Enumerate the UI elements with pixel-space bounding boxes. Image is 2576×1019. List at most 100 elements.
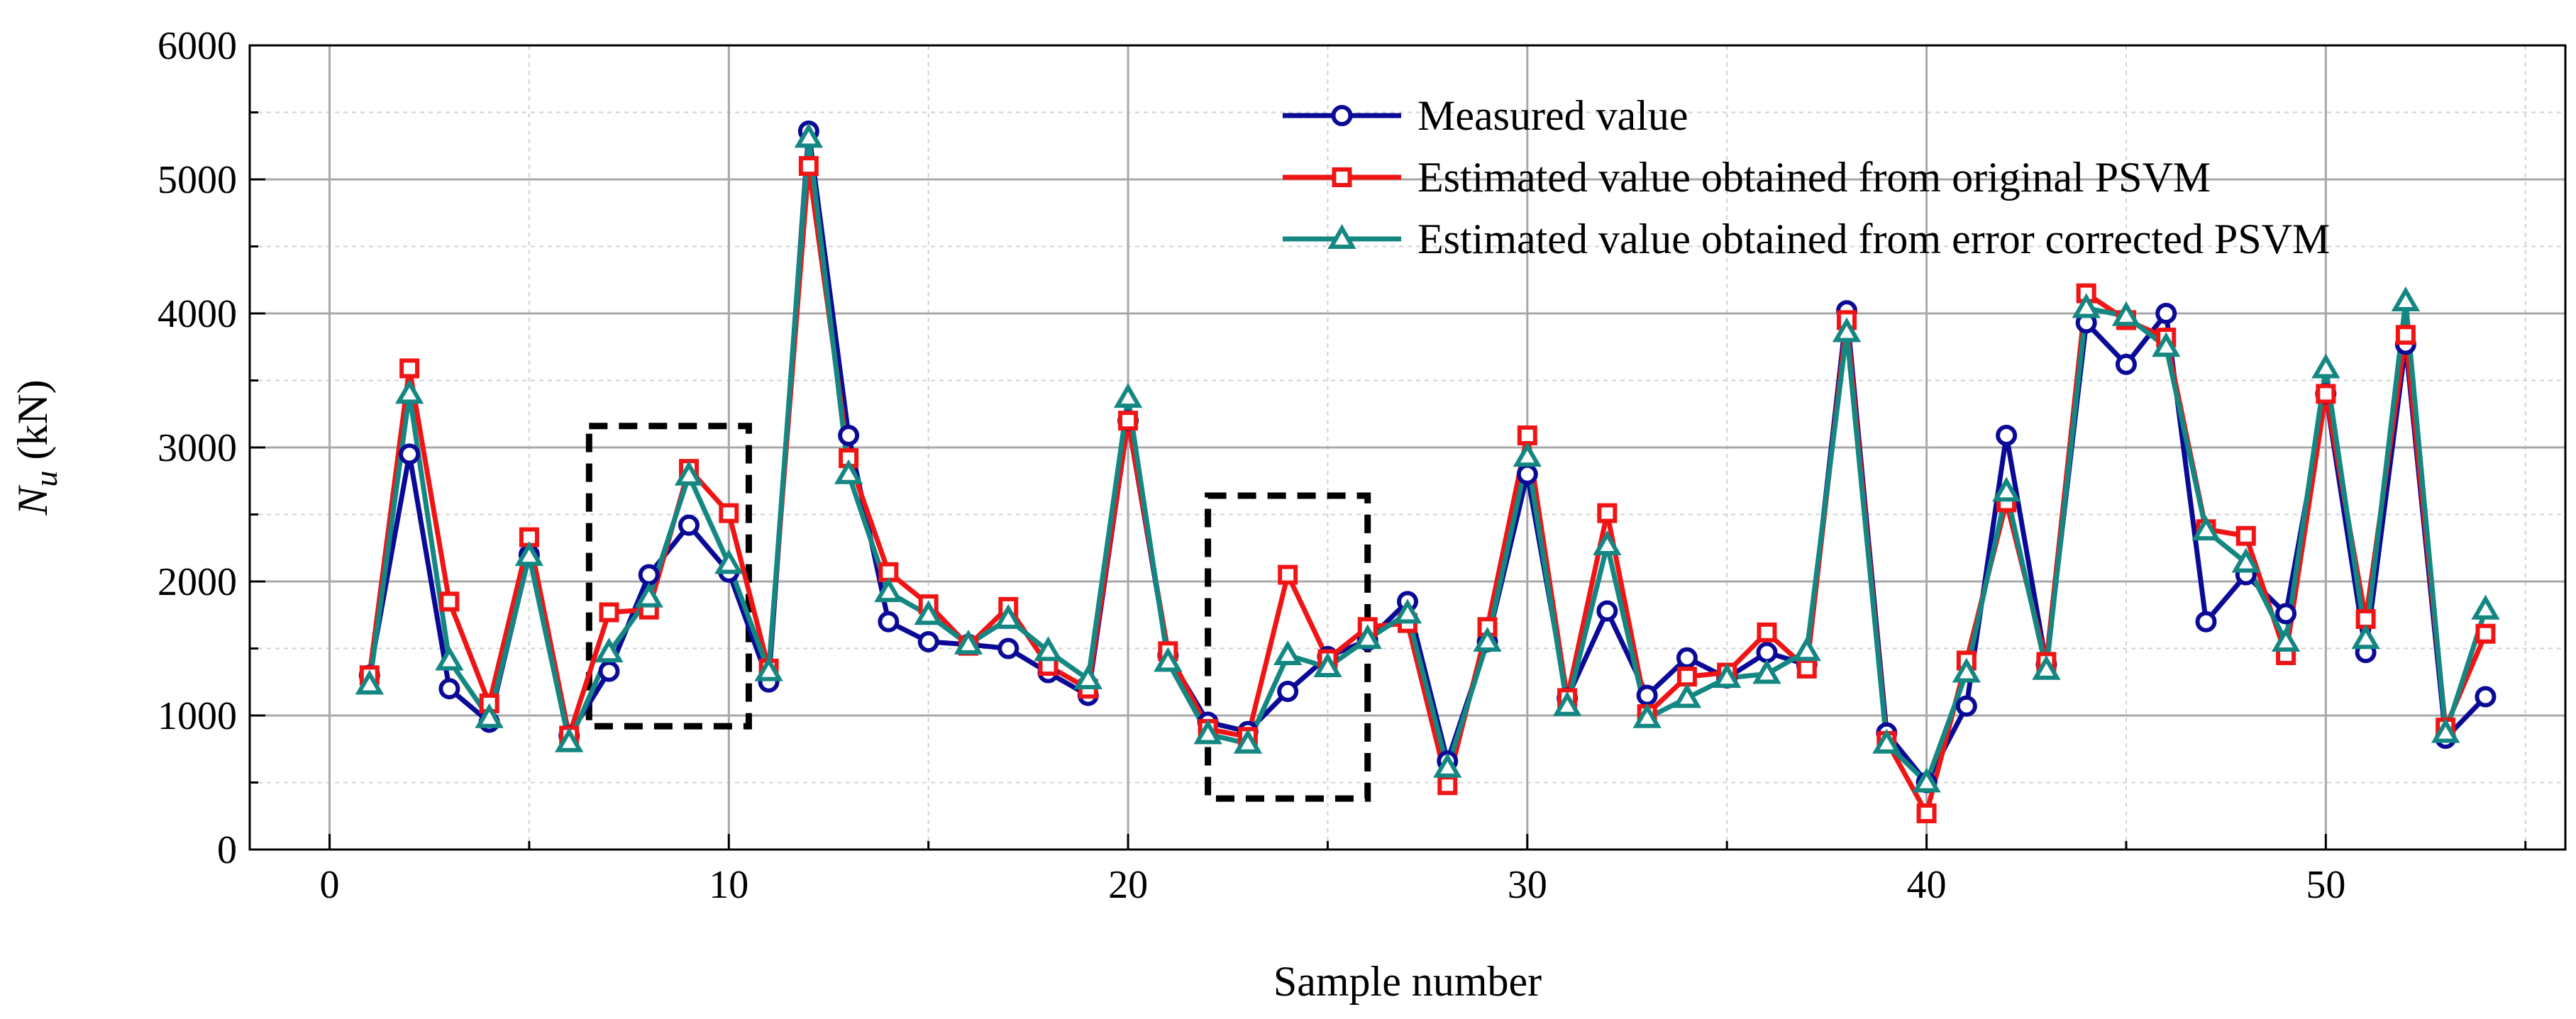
x-tick-label: 0 <box>320 863 340 907</box>
series-1-point <box>2475 686 2497 708</box>
series-3-point <box>2231 547 2260 573</box>
series-2-point <box>1597 503 1618 523</box>
legend-marker-1 <box>1331 105 1353 126</box>
series-3-point <box>1233 728 1263 754</box>
axis-ticks <box>250 44 2527 851</box>
series-3-point <box>874 577 903 603</box>
tick-labels: 0 10 20 30 40 50 0 1000 2000 3000 4000 5000 6000 <box>157 24 2345 907</box>
series-1-point <box>1596 600 1618 622</box>
series-3-point <box>514 541 544 567</box>
major-grid <box>250 45 2565 850</box>
x-tick-label: 20 <box>1108 863 1148 907</box>
series-1-point <box>598 660 620 682</box>
series-2-point <box>719 503 739 523</box>
series-3-point <box>2111 301 2141 326</box>
series-1-point <box>1676 647 1698 669</box>
legend: Measured value Estimated value obtained f… <box>1283 92 2330 262</box>
y-tick-label: 6000 <box>157 24 237 68</box>
series-3-point <box>794 123 824 148</box>
series-2-point <box>1916 803 1937 823</box>
series-1-point <box>1955 695 1977 717</box>
series-1-point <box>1277 680 1299 702</box>
series-2-point <box>1757 622 1777 642</box>
series-2-point <box>1278 564 1298 585</box>
series-3-point <box>2471 594 2500 620</box>
series-3-point <box>1792 636 1821 662</box>
series-1-point <box>878 611 900 633</box>
series-1-point <box>2195 611 2217 633</box>
series-3-point <box>1393 598 1422 624</box>
legend-marker-3 <box>1327 223 1356 249</box>
series-3-point <box>674 460 704 486</box>
series-1-point <box>1636 684 1658 706</box>
series-3-point <box>1193 719 1222 745</box>
series-2-point <box>439 591 460 612</box>
series-3-point <box>1713 663 1742 689</box>
series-2-point <box>1437 775 1458 796</box>
series-3-point <box>2271 627 2301 652</box>
series-1-point <box>838 424 860 446</box>
series-1-point <box>2275 603 2297 625</box>
series-3-point <box>2152 332 2181 357</box>
series-3-point <box>1672 683 1702 708</box>
x-tick-label: 10 <box>709 863 748 907</box>
series-2-point <box>1517 425 1537 445</box>
series-3-point <box>2072 293 2101 318</box>
series-markers <box>355 120 2500 823</box>
y-tick-label: 4000 <box>157 292 237 336</box>
series-3-point <box>1991 477 2021 502</box>
x-tick-label: 40 <box>1907 863 1947 907</box>
legend-marker-2 <box>1332 167 1352 187</box>
series-3-point <box>355 669 385 695</box>
series-2-point <box>798 156 819 177</box>
series-1-point <box>997 637 1019 659</box>
series-2-point <box>599 602 619 623</box>
legend-label-3: Estimated value obtained from error corr… <box>1417 216 2330 262</box>
x-tick-label: 30 <box>1508 863 1547 907</box>
series-1-point <box>399 443 421 465</box>
series-3-point <box>435 645 464 671</box>
series-3-point <box>2191 516 2221 541</box>
series-3-point <box>1832 317 1862 343</box>
series-3-point <box>1552 691 1582 716</box>
series-2-point <box>1676 667 1697 687</box>
series-3-point <box>1513 442 1542 467</box>
series-3-point <box>1872 728 1901 754</box>
y-tick-label: 2000 <box>157 560 237 604</box>
series-3-point <box>475 703 504 728</box>
series-3-point <box>994 603 1023 629</box>
legend-label-2: Estimated value obtained from original P… <box>1417 154 2211 201</box>
series-2-point <box>2235 525 2256 546</box>
series-2-point <box>2395 325 2416 345</box>
y-tick-label: 5000 <box>157 158 237 202</box>
series-3-point <box>1313 652 1342 677</box>
dashed-highlight-box <box>585 423 752 730</box>
series-2-point <box>2475 623 2496 644</box>
series-3-point <box>394 379 424 404</box>
series-1-point <box>2115 353 2137 375</box>
series-1-point <box>2155 303 2177 324</box>
series-3-point <box>1593 530 1622 555</box>
series-3-point <box>953 629 983 655</box>
series-3-point <box>1273 640 1303 665</box>
series-1-point <box>917 631 939 653</box>
series-1-point <box>1516 463 1538 485</box>
series-2-point <box>1796 658 1817 679</box>
series-2-point <box>2316 384 2336 404</box>
series-3-point <box>555 727 584 752</box>
series-1-point <box>1996 424 2018 446</box>
series-3-point <box>2431 718 2460 743</box>
series-3-point <box>2032 655 2061 680</box>
series-3-point <box>1073 664 1102 689</box>
series-3-point <box>834 459 863 484</box>
series-3-point <box>1353 624 1382 650</box>
series-3-point <box>1912 767 1941 793</box>
series-3-point <box>595 637 624 663</box>
y-axis-unit: (kN) <box>9 379 56 470</box>
x-tick-label: 50 <box>2306 863 2345 907</box>
series-2-point <box>399 358 420 379</box>
y-axis-subscript: u <box>28 471 64 487</box>
series-1-point <box>1756 642 1778 664</box>
series-3-point <box>634 582 663 608</box>
